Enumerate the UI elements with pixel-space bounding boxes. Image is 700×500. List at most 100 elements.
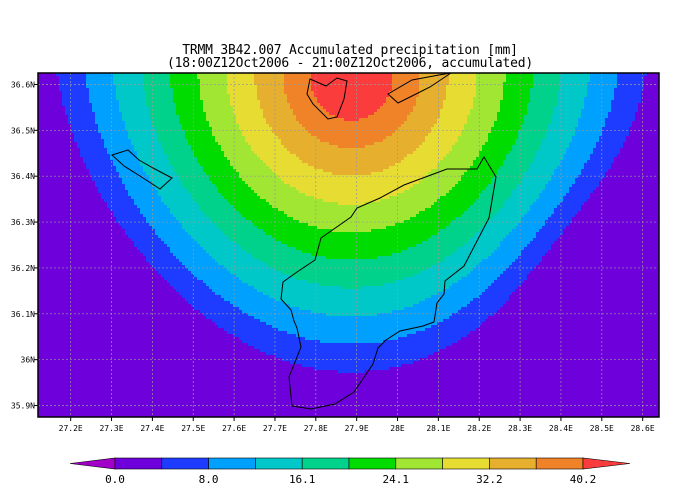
- field-cell: [569, 127, 573, 131]
- field-cell: [95, 76, 99, 80]
- field-cell: [44, 145, 48, 149]
- field-cell: [185, 127, 189, 131]
- field-cell: [545, 115, 549, 119]
- field-cell: [392, 103, 396, 107]
- field-cell: [479, 139, 483, 143]
- field-cell: [353, 97, 357, 101]
- field-cell: [122, 106, 126, 110]
- field-cell: [497, 79, 501, 83]
- field-cell: [458, 109, 462, 113]
- field-cell: [524, 121, 528, 125]
- field-cell: [359, 133, 363, 137]
- field-cell: [152, 94, 156, 98]
- field-cell: [422, 109, 426, 113]
- field-cell: [629, 130, 633, 134]
- field-cell: [629, 124, 633, 128]
- field-cell: [434, 97, 438, 101]
- field-cell: [104, 109, 108, 113]
- field-cell: [134, 130, 138, 134]
- field-cell: [410, 109, 414, 113]
- field-cell: [140, 100, 144, 104]
- field-cell: [329, 139, 333, 143]
- field-cell: [371, 82, 375, 86]
- field-cell: [107, 97, 111, 101]
- field-cell: [545, 82, 549, 86]
- field-cell: [143, 130, 147, 134]
- field-cell: [368, 121, 372, 125]
- field-cell: [395, 136, 399, 140]
- field-cell: [515, 127, 519, 131]
- field-cell: [431, 79, 435, 83]
- field-cell: [311, 103, 315, 107]
- field-cell: [593, 130, 597, 134]
- field-cell: [461, 115, 465, 119]
- field-cell: [434, 115, 438, 119]
- field-cell: [641, 127, 645, 131]
- field-cell: [236, 118, 240, 122]
- field-cell: [101, 88, 105, 92]
- field-cell: [599, 82, 603, 86]
- field-cell: [167, 91, 171, 95]
- field-cell: [284, 121, 288, 125]
- field-cell: [386, 106, 390, 110]
- field-cell: [134, 100, 138, 104]
- field-cell: [620, 118, 624, 122]
- field-cell: [476, 109, 480, 113]
- field-cell: [587, 85, 591, 89]
- field-cell: [236, 124, 240, 128]
- field-cell: [539, 76, 543, 80]
- field-cell: [362, 115, 366, 119]
- field-cell: [95, 130, 99, 134]
- field-cell: [293, 91, 297, 95]
- field-cell: [140, 91, 144, 95]
- field-cell: [38, 91, 42, 95]
- field-cell: [335, 139, 339, 143]
- field-cell: [479, 94, 483, 98]
- field-cell: [407, 85, 411, 89]
- field-cell: [326, 100, 330, 104]
- field-cell: [158, 118, 162, 122]
- field-cell: [257, 76, 261, 80]
- field-cell: [389, 103, 393, 107]
- field-cell: [500, 103, 504, 107]
- field-cell: [479, 121, 483, 125]
- field-cell: [320, 142, 324, 146]
- field-cell: [197, 130, 201, 134]
- field-cell: [293, 142, 297, 146]
- field-cell: [551, 133, 555, 137]
- field-cell: [275, 118, 279, 122]
- field-cell: [86, 118, 90, 122]
- field-cell: [350, 127, 354, 131]
- field-cell: [254, 112, 258, 116]
- field-cell: [119, 94, 123, 98]
- field-cell: [176, 142, 180, 146]
- field-cell: [401, 142, 405, 146]
- field-cell: [245, 100, 249, 104]
- field-cell: [503, 142, 507, 146]
- field-cell: [494, 73, 498, 77]
- field-cell: [251, 103, 255, 107]
- field-cell: [620, 112, 624, 116]
- field-cell: [260, 100, 264, 104]
- field-cell: [278, 94, 282, 98]
- field-cell: [185, 73, 189, 77]
- field-cell: [425, 139, 429, 143]
- field-cell: [221, 118, 225, 122]
- field-cell: [89, 94, 93, 98]
- field-cell: [305, 103, 309, 107]
- field-cell: [377, 91, 381, 95]
- field-cell: [533, 124, 537, 128]
- field-cell: [368, 130, 372, 134]
- field-cell: [68, 121, 72, 125]
- field-cell: [143, 136, 147, 140]
- field-cell: [569, 133, 573, 137]
- field-cell: [356, 127, 360, 131]
- field-cell: [371, 94, 375, 98]
- field-cell: [257, 85, 261, 89]
- field-cell: [128, 109, 132, 113]
- field-cell: [347, 106, 351, 110]
- field-cell: [38, 127, 42, 131]
- field-cell: [638, 76, 642, 80]
- field-cell: [47, 79, 51, 83]
- field-cell: [638, 127, 642, 131]
